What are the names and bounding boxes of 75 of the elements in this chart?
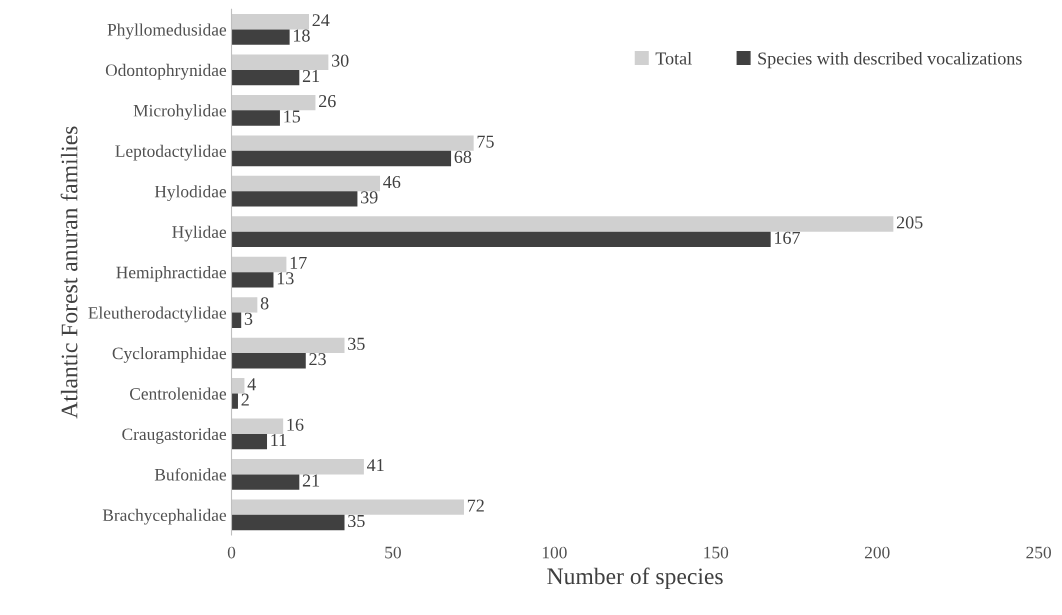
bar: [231, 135, 474, 151]
bar: [231, 337, 345, 354]
x-tick-label: 250: [1026, 546, 1051, 559]
y-tick-label: Odontophrynidae: [105, 63, 227, 80]
bar: [231, 459, 364, 475]
bar: [231, 272, 274, 288]
x-tick-label: 200: [864, 546, 890, 559]
bar: [231, 499, 464, 515]
bar: [231, 29, 290, 45]
y-tick-label: Brachycephalidae: [102, 508, 227, 525]
bar: [231, 14, 309, 30]
data-label: 26: [319, 95, 336, 108]
data-label: 72: [467, 499, 484, 512]
bar: [231, 433, 268, 450]
bar: [231, 175, 381, 192]
y-tick-label: Phyllomedusidae: [107, 23, 227, 40]
bar: [231, 418, 284, 434]
legend-label: Species with described vocalizations: [758, 51, 1022, 69]
data-label: 41: [367, 459, 384, 472]
data-label: 8: [260, 297, 269, 310]
y-tick-label: Hylodidae: [154, 185, 227, 202]
y-tick-label: Cycloramphidae: [112, 347, 227, 363]
bar: [231, 94, 316, 111]
x-tick-label: 0: [227, 546, 236, 559]
x-tick-label: 150: [704, 546, 729, 559]
data-label: 13: [277, 272, 294, 285]
data-label: 21: [302, 474, 320, 487]
data-label: 24: [312, 14, 330, 27]
bar: [231, 378, 245, 394]
y-tick-label: Centrolenidae: [129, 387, 227, 400]
data-label: 30: [332, 54, 349, 67]
data-label: 2: [241, 393, 249, 406]
y-tick-label: Bufonidae: [154, 468, 227, 481]
bar: [231, 231, 771, 248]
bar: [231, 297, 258, 313]
bar: [231, 256, 287, 273]
data-label: 205: [896, 216, 923, 229]
y-tick-label: Craugastoridae: [122, 427, 227, 444]
bar: [231, 393, 238, 409]
bar: [231, 216, 894, 232]
bar: [231, 353, 306, 369]
bar: [231, 54, 329, 70]
y-tick-label: Hylidae: [172, 225, 227, 242]
data-label: 167: [775, 231, 801, 244]
bar: [231, 69, 300, 86]
data-label: 75: [477, 135, 494, 148]
y-tick-label: Eleutherodactylidae: [88, 306, 227, 323]
bar: [231, 312, 242, 328]
data-label: 35: [348, 514, 365, 528]
data-label: 21: [302, 69, 320, 82]
data-label: 3: [244, 312, 253, 325]
bar: [231, 474, 300, 490]
legend-label: Total: [655, 51, 692, 65]
x-tick-label: 100: [542, 546, 567, 559]
data-label: 68: [454, 150, 472, 163]
data-label: 18: [293, 29, 310, 42]
bar: [231, 150, 452, 167]
data-label: 39: [361, 191, 378, 204]
data-label: 4: [247, 378, 256, 391]
x-tick-label: 50: [385, 546, 401, 559]
y-tick-label: Microhylidae: [133, 104, 227, 121]
data-label: 46: [383, 175, 401, 189]
data-label: 35: [348, 337, 365, 350]
data-label: 11: [271, 434, 287, 446]
y-axis-title: Atlantic Forest anuran families: [60, 126, 78, 419]
data-label: 15: [284, 110, 301, 123]
data-label: 16: [287, 418, 304, 431]
bar: [231, 110, 280, 126]
data-label: 17: [290, 256, 307, 269]
data-label: 23: [309, 353, 326, 366]
bar: [231, 514, 345, 531]
y-tick-label: Leptodactylidae: [115, 144, 227, 161]
bar: [231, 191, 358, 207]
y-tick-label: Hemiphractidae: [116, 266, 227, 282]
x-axis-title: Number of species: [547, 567, 723, 590]
